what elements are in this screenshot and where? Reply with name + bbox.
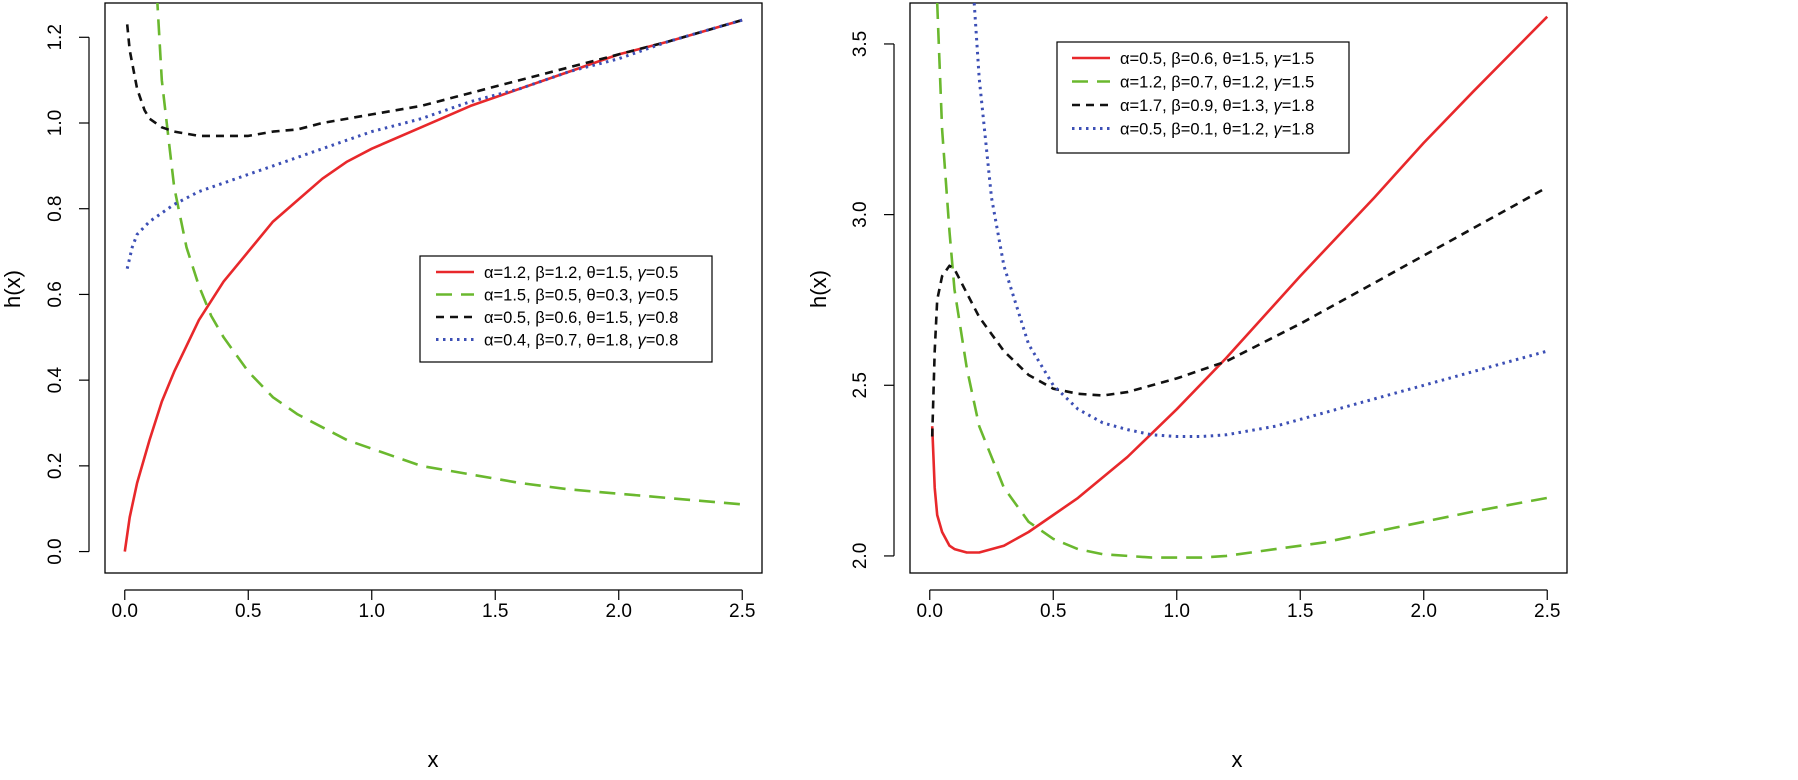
left-x-ticks: 0.0 0.5 1.0 1.5 2.0 2.5 xyxy=(112,589,755,622)
right-series-layer xyxy=(930,3,1549,559)
left-series-line-4 xyxy=(125,18,743,270)
left-series-line-1 xyxy=(123,18,743,552)
right-legend-label-4: α=0.5, β=0.1, θ=1.2, γ=1.8 xyxy=(1120,121,1314,139)
left-x-tick-label: 1.5 xyxy=(482,601,508,622)
right-x-tick-label: 0.5 xyxy=(1040,601,1066,622)
right-x-tick-label: 1.0 xyxy=(1164,601,1190,622)
left-series-line-3 xyxy=(125,18,743,138)
right-y-tick-label: 2.0 xyxy=(850,543,871,569)
left-x-axis-label: x xyxy=(428,747,439,772)
left-x-tick-label: 2.0 xyxy=(606,601,632,622)
right-legend-label-1: α=0.5, β=0.6, θ=1.5, γ=1.5 xyxy=(1120,50,1314,68)
right-y-tick-label: 3.5 xyxy=(850,31,871,57)
right-x-tick-label: 2.5 xyxy=(1534,601,1560,622)
left-series-layer xyxy=(123,3,743,552)
left-legend-box xyxy=(419,255,713,363)
right-y-axis-label: h(x) xyxy=(806,270,831,308)
right-x-axis-label: x xyxy=(1232,747,1243,772)
left-y-axis-label: h(x) xyxy=(0,270,25,308)
right-legend-label-2: α=1.2, β=0.7, θ=1.2, γ=1.5 xyxy=(1120,74,1314,92)
right-x-tick-label: 1.5 xyxy=(1287,601,1313,622)
left-y-tick-label: 0.8 xyxy=(45,196,66,222)
left-legend-label-3: α=0.5, β=0.6, θ=1.5, γ=0.8 xyxy=(484,309,678,327)
right-legend: α=0.5, β=0.6, θ=1.5, γ=1.5 α=1.2, β=0.7, … xyxy=(1056,41,1350,154)
right-x-tick-label: 2.0 xyxy=(1411,601,1437,622)
left-x-tick-label: 0.0 xyxy=(112,601,138,622)
right-legend-box xyxy=(1056,41,1350,154)
left-y-tick-label: 1.2 xyxy=(45,24,66,50)
right-y-tick-label: 2.5 xyxy=(850,372,871,398)
left-legend-label-4: α=0.4, β=0.7, θ=1.8, γ=0.8 xyxy=(484,332,678,350)
left-legend: α=1.2, β=1.2, θ=1.5, γ=0.5 α=1.5, β=0.5, … xyxy=(419,255,713,363)
right-series-line-2 xyxy=(935,3,1548,559)
left-y-tick-label: 0.2 xyxy=(45,453,66,479)
right-series-line-1 xyxy=(930,15,1549,554)
left-legend-label-2: α=1.5, β=0.5, θ=0.3, γ=0.5 xyxy=(484,287,678,305)
left-legend-label-1: α=1.2, β=1.2, θ=1.5, γ=0.5 xyxy=(484,264,678,282)
left-y-tick-label: 0.6 xyxy=(45,281,66,307)
left-y-ticks: 0.0 0.2 0.4 0.6 0.8 1.0 1.2 xyxy=(45,24,90,565)
left-y-tick-label: 0.0 xyxy=(45,538,66,564)
right-series-line-3 xyxy=(930,186,1548,437)
left-chart: 0.0 0.5 1.0 1.5 2.0 2.5 0.0 0.2 0.4 0.6 0.8 1.0 1.2… xyxy=(0,2,763,772)
left-x-tick-label: 1.0 xyxy=(359,601,385,622)
right-y-tick-label: 3.0 xyxy=(850,201,871,227)
left-plot-frame xyxy=(104,2,763,574)
left-x-tick-label: 0.5 xyxy=(235,601,261,622)
right-x-tick-label: 0.0 xyxy=(917,601,943,622)
left-y-tick-label: 0.4 xyxy=(45,367,66,394)
right-series-line-4 xyxy=(972,3,1548,438)
left-series-line-2 xyxy=(156,3,743,506)
left-x-tick-label: 2.5 xyxy=(729,601,755,622)
right-chart: 0.0 0.5 1.0 1.5 2.0 2.5 2.0 2.5 3.0 3.5 x h(x) α… xyxy=(806,2,1568,772)
right-plot-frame xyxy=(909,2,1568,574)
right-legend-label-3: α=1.7, β=0.9, θ=1.3, γ=1.8 xyxy=(1120,97,1314,115)
right-y-ticks: 2.0 2.5 3.0 3.5 xyxy=(850,31,895,569)
right-x-ticks: 0.0 0.5 1.0 1.5 2.0 2.5 xyxy=(917,589,1560,622)
left-y-tick-label: 1.0 xyxy=(45,110,66,136)
